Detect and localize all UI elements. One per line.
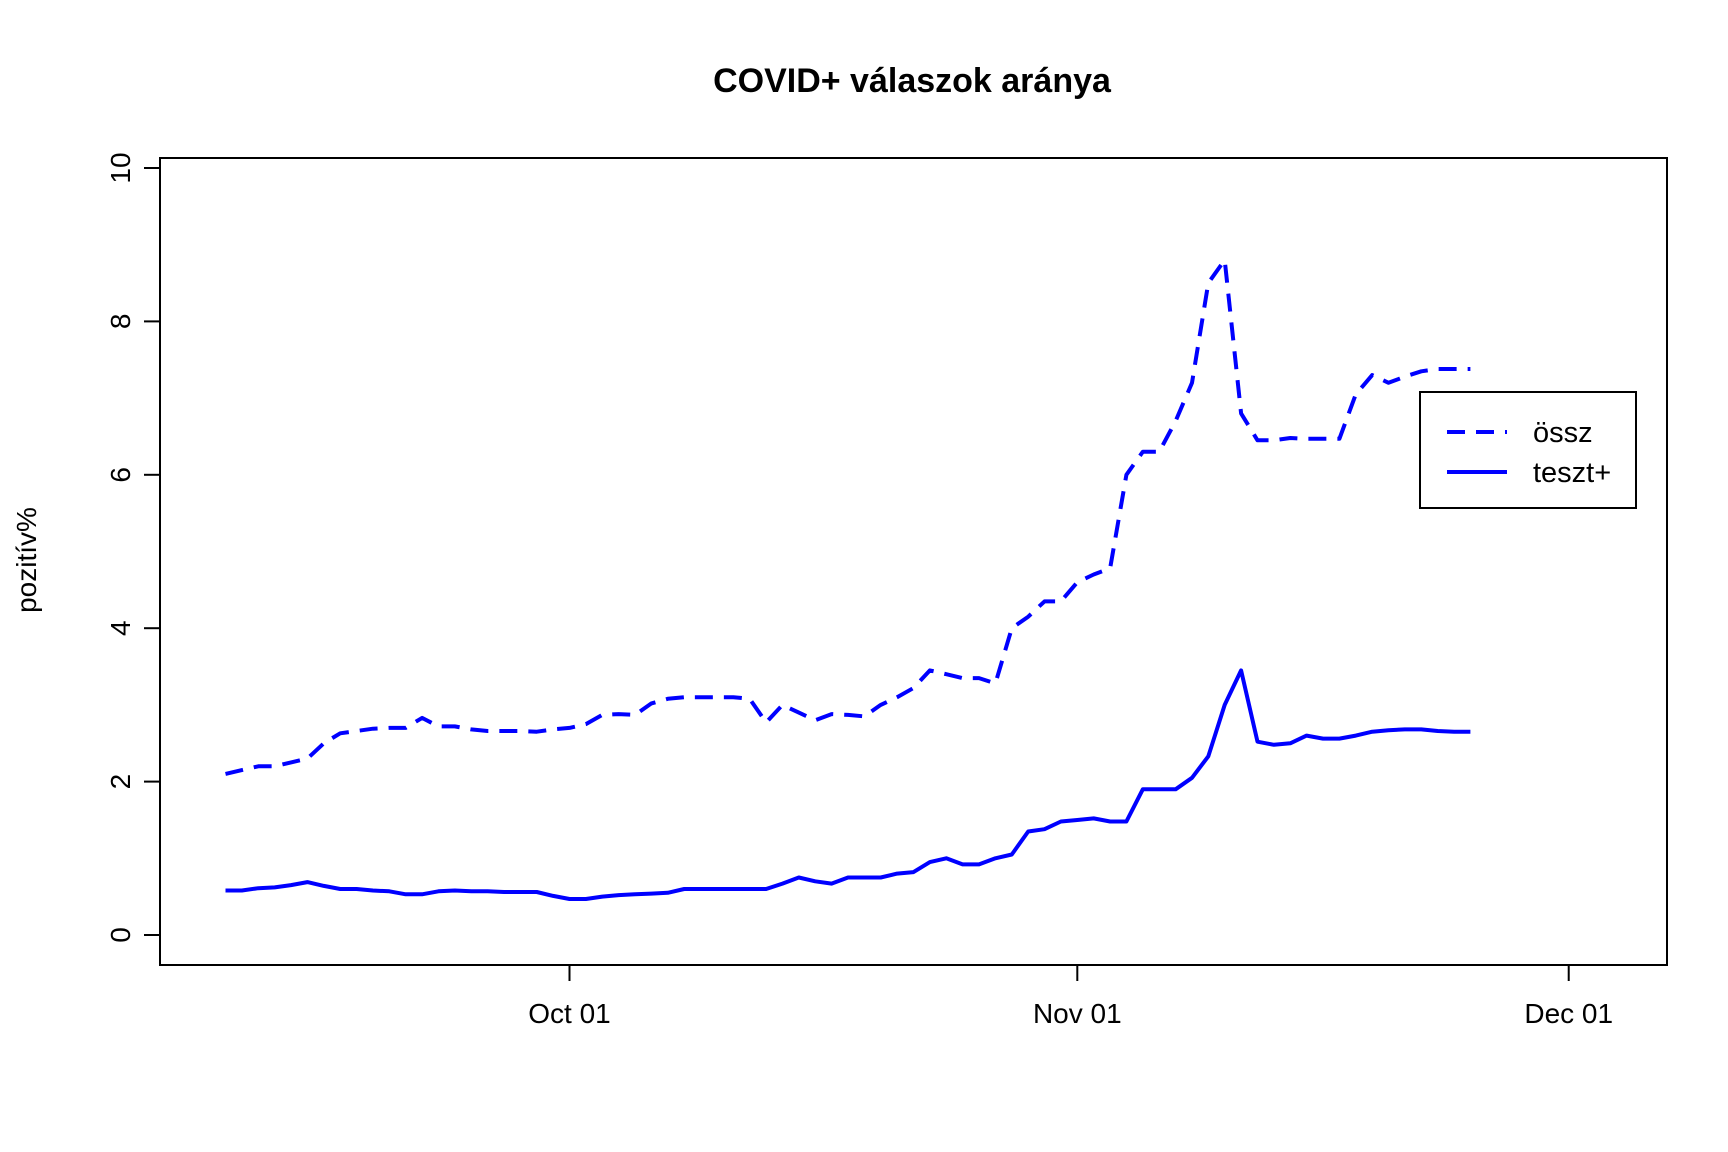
x-tick-label: Nov 01 xyxy=(1033,998,1122,1029)
y-axis: 0 2 4 6 8 10 xyxy=(105,152,161,943)
legend-label-0: össz xyxy=(1533,417,1593,449)
x-tick-label: Dec 01 xyxy=(1524,998,1613,1029)
series-line-ossz xyxy=(225,258,1471,776)
y-tick-label: 10 xyxy=(105,152,136,183)
x-axis: Oct 01 Nov 01 Dec 01 xyxy=(528,964,1613,1029)
legend-box xyxy=(1419,391,1637,509)
legend: össz teszt+ xyxy=(1419,391,1637,509)
plot-frame xyxy=(159,157,1668,966)
legend-label-1: teszt+ xyxy=(1533,457,1611,489)
y-tick-label: 2 xyxy=(105,774,136,790)
y-axis-label: pozitív% xyxy=(11,507,42,613)
chart-title: COVID+ válaszok aránya xyxy=(713,62,1112,100)
y-tick-label: 0 xyxy=(105,927,136,943)
y-tick-label: 6 xyxy=(105,467,136,483)
series-line-teszt xyxy=(225,668,1471,901)
series-lines xyxy=(225,258,1471,901)
y-tick-label: 4 xyxy=(105,620,136,636)
x-tick-label: Oct 01 xyxy=(528,998,610,1029)
y-tick-label: 8 xyxy=(105,314,136,330)
